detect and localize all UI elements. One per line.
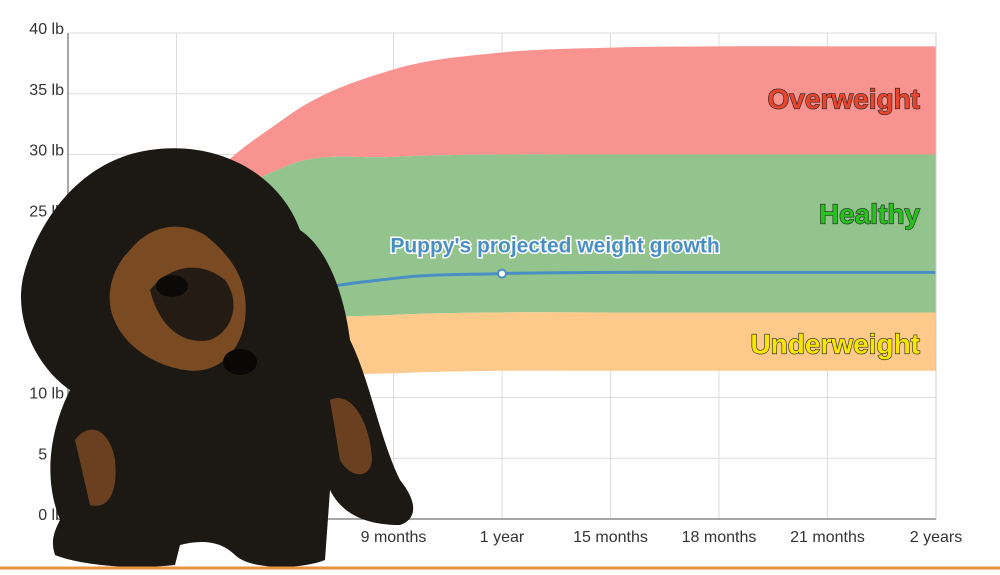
puppy-nose <box>223 349 257 375</box>
y-tick-label: 30 lb <box>29 143 64 160</box>
y-tick-label: 35 lb <box>29 82 64 99</box>
y-tick-label: 10 lb <box>29 386 64 403</box>
x-tick-label: 21 months <box>790 529 865 546</box>
puppy-eye <box>156 275 188 297</box>
x-tick-label: 18 months <box>682 529 757 546</box>
x-tick-label: 9 months <box>361 529 427 546</box>
band-label: Healthy <box>819 198 921 229</box>
y-tick-label: 40 lb <box>29 21 64 38</box>
x-tick-label: 2 years <box>910 529 962 546</box>
x-tick-label: 15 months <box>573 529 648 546</box>
series-point <box>497 268 507 279</box>
puppy-photo <box>21 148 414 567</box>
x-tick-label: 1 year <box>480 529 525 546</box>
band-area <box>68 46 936 507</box>
band-label: Overweight <box>768 83 920 114</box>
puppy-leg <box>75 429 116 506</box>
band-label: Underweight <box>750 328 920 359</box>
series-label: Puppy's projected weight growth <box>390 235 719 258</box>
puppy-leg <box>330 398 372 475</box>
